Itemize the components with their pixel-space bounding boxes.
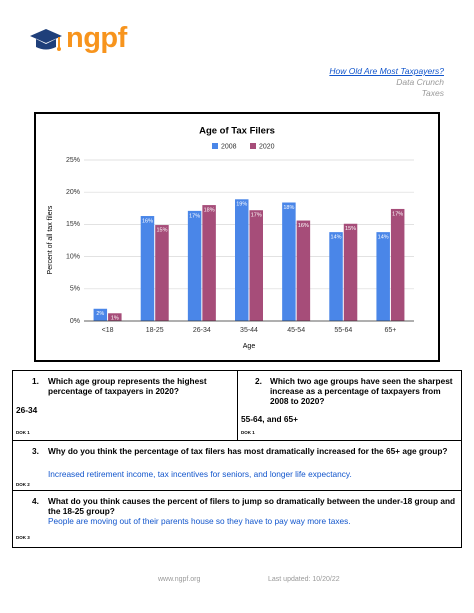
y-tick-label: 10% — [66, 253, 80, 260]
footer-website: www.ngpf.org — [158, 576, 201, 583]
bar — [390, 208, 405, 321]
x-tick-label: 55-64 — [334, 327, 352, 334]
bar-value-label: 18% — [204, 208, 215, 214]
bar — [249, 210, 263, 321]
y-axis-label: Percent of all tax filers — [47, 205, 54, 274]
x-tick-label: 45-54 — [287, 327, 305, 334]
legend-label: 2008 — [221, 143, 237, 150]
legend-swatch — [212, 143, 218, 149]
bar — [282, 202, 296, 321]
bar-value-label: 18% — [283, 205, 294, 211]
bar — [202, 205, 216, 321]
y-tick-label: 15% — [66, 221, 80, 228]
question-number: 4. — [32, 496, 39, 506]
title-link[interactable]: How Old Are Most Taxpayers? — [329, 66, 444, 76]
bar-value-label: 16% — [142, 218, 153, 224]
question: Which two age groups have seen the sharp… — [270, 376, 453, 406]
answer: People are moving out of their parents h… — [48, 516, 351, 526]
question: What do you think causes the percent of … — [48, 496, 456, 516]
x-tick-label: <18 — [102, 327, 114, 334]
logo-icon — [30, 29, 62, 51]
bar — [187, 210, 202, 321]
bar-value-label: 15% — [156, 227, 167, 233]
question-number: 1. — [32, 376, 39, 386]
question-number: 3. — [32, 446, 39, 456]
bar-value-label: 16% — [298, 223, 309, 229]
bar-value-label: 14% — [331, 235, 342, 241]
chart: Age of Tax Filers Age Percent of all tax… — [34, 112, 440, 362]
bar-value-label: 17% — [392, 211, 403, 217]
topic: Taxes — [421, 88, 444, 98]
bar-value-label: 17% — [189, 213, 200, 219]
bar-value-label: 1% — [111, 316, 119, 322]
footer-updated: Last updated: 10/20/22 — [268, 576, 340, 583]
question: Why do you think the percentage of tax f… — [48, 446, 448, 456]
bar — [296, 220, 311, 321]
x-axis-label: Age — [243, 343, 256, 350]
dok-level: DOK 2 — [16, 482, 30, 487]
bar-value-label: 15% — [345, 226, 356, 232]
x-tick-label: 35-44 — [240, 327, 258, 334]
dok-level: DOK 1 — [241, 430, 255, 435]
bar — [140, 216, 155, 321]
question-number: 2. — [255, 376, 262, 386]
y-tick-label: 20% — [66, 189, 80, 196]
bar — [93, 308, 108, 321]
answer: Increased retirement income, tax incenti… — [48, 469, 352, 479]
bar-value-label: 14% — [378, 235, 389, 241]
question: Which age group represents the highest p… — [48, 376, 207, 396]
answer: 55-64, and 65+ — [241, 414, 298, 424]
row-divider — [12, 440, 462, 441]
series-name: Data Crunch — [396, 77, 444, 87]
bar — [329, 232, 343, 321]
bar — [155, 225, 169, 321]
dok-level: DOK 1 — [16, 430, 30, 435]
bar-value-label: 17% — [251, 213, 262, 219]
bar — [108, 313, 122, 321]
bar — [235, 199, 249, 321]
dok-level: DOK 3 — [16, 535, 30, 540]
chart-title: Age of Tax Filers — [199, 126, 275, 137]
cell-divider — [237, 370, 238, 440]
x-tick-label: 26-34 — [193, 327, 211, 334]
legend-label: 2020 — [259, 143, 275, 150]
y-tick-label: 5% — [70, 286, 80, 293]
answer: 26-34 — [16, 405, 38, 415]
logo-text: ngpf — [66, 22, 127, 54]
bar — [376, 232, 390, 321]
y-tick-label: 0% — [70, 318, 80, 325]
bar — [343, 223, 358, 321]
row-divider — [12, 490, 462, 491]
x-tick-label: 65+ — [384, 327, 396, 334]
y-tick-label: 25% — [66, 157, 80, 164]
bar-value-label: 2% — [96, 311, 104, 317]
x-tick-label: 18-25 — [146, 327, 164, 334]
bar-value-label: 19% — [236, 202, 247, 208]
legend-swatch — [250, 143, 256, 149]
